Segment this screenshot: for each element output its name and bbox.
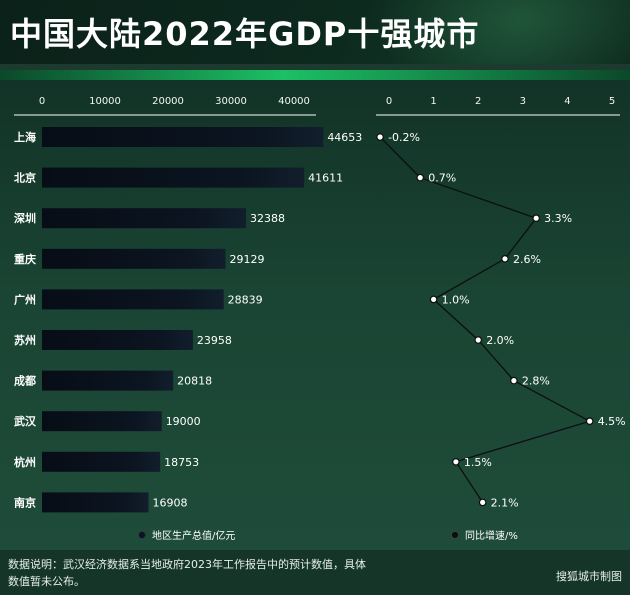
header-glow xyxy=(370,0,630,64)
gdp-value-6: 20818 xyxy=(177,375,212,388)
gdp-bar-6 xyxy=(42,370,174,391)
growth-point-0 xyxy=(376,133,384,141)
gdp-legend-icon xyxy=(138,531,146,539)
line-axis-tick-1: 1 xyxy=(430,96,436,107)
gdp-bar-4 xyxy=(42,289,224,310)
line-axis-tick-5: 5 xyxy=(609,96,615,107)
growth-label-6: 2.8% xyxy=(522,375,550,388)
growth-label-1: 0.7% xyxy=(428,172,456,185)
growth-point-7 xyxy=(585,417,594,426)
city-label-9: 南京 xyxy=(14,495,36,509)
bar-axis-tick-3: 30000 xyxy=(215,96,247,107)
growth-point-2 xyxy=(532,214,540,223)
gdp-value-3: 29129 xyxy=(230,253,265,266)
bar-axis-tick-1: 10000 xyxy=(89,96,121,107)
growth-legend-icon xyxy=(451,531,459,539)
gdp-value-8: 18753 xyxy=(164,456,199,469)
gdp-bar-2 xyxy=(42,208,247,229)
growth-label-8: 1.5% xyxy=(464,456,492,469)
growth-legend-label: 同比增速/% xyxy=(465,529,518,542)
growth-point-4 xyxy=(429,295,438,304)
chart-title: 中国大陆2022年GDP十强城市 xyxy=(10,15,480,53)
growth-point-5 xyxy=(474,336,483,344)
gdp-value-4: 28839 xyxy=(228,293,263,306)
city-label-0: 上海 xyxy=(14,130,36,144)
gdp-bar-8 xyxy=(42,451,161,472)
gdp-value-2: 32388 xyxy=(250,212,285,225)
growth-label-9: 2.1% xyxy=(491,496,519,509)
bar-axis-tick-4: 40000 xyxy=(278,96,310,107)
data-note: 数据说明：武汉经济数据系当地政府2023年工作报告中的预计数值，具体数值暂未公布… xyxy=(8,558,366,588)
header: 中国大陆2022年GDP十强城市 xyxy=(0,0,630,64)
gdp-bar-9 xyxy=(42,492,149,513)
gdp-bar-7 xyxy=(42,411,162,432)
bar-axis-tick-2: 20000 xyxy=(152,96,184,107)
growth-label-2: 3.3% xyxy=(544,212,572,225)
line-axis-tick-2: 2 xyxy=(475,96,481,107)
footer xyxy=(0,550,630,595)
growth-point-3 xyxy=(501,254,509,263)
growth-label-4: 1.0% xyxy=(442,293,470,306)
growth-label-7: 4.5% xyxy=(598,415,626,428)
gdp-legend-label: 地区生产总值/亿元 xyxy=(152,529,235,542)
gdp-bar-3 xyxy=(42,248,226,269)
gdp-bar-5 xyxy=(42,330,193,350)
growth-point-1 xyxy=(416,173,425,182)
city-label-4: 广州 xyxy=(14,292,36,306)
city-label-7: 武汉 xyxy=(14,414,37,428)
accent-band xyxy=(0,70,630,80)
growth-label-5: 2.0% xyxy=(486,334,514,347)
growth-point-8 xyxy=(452,457,460,466)
line-axis-tick-0: 0 xyxy=(386,96,392,107)
growth-label-0: -0.2% xyxy=(388,131,420,144)
city-label-5: 苏州 xyxy=(14,333,36,347)
gdp-value-7: 19000 xyxy=(166,415,201,428)
growth-point-9 xyxy=(478,498,487,507)
city-label-3: 重庆 xyxy=(14,252,36,266)
city-label-1: 北京 xyxy=(14,171,36,185)
city-label-6: 成都 xyxy=(14,374,36,388)
gdp-bar-1 xyxy=(42,167,305,188)
source-credit: 搜狐城市制图 xyxy=(556,570,622,583)
bar-axis-tick-0: 0 xyxy=(39,96,45,107)
line-axis-tick-3: 3 xyxy=(520,96,526,107)
city-label-2: 深圳 xyxy=(14,211,36,225)
growth-line xyxy=(379,136,592,503)
gdp-bar-0 xyxy=(42,127,324,147)
city-label-8: 杭州 xyxy=(14,455,36,469)
gdp-value-5: 23958 xyxy=(197,334,232,347)
gdp-value-1: 41611 xyxy=(308,172,343,185)
gdp-value-9: 16908 xyxy=(153,496,188,509)
gdp-value-0: 44653 xyxy=(327,131,362,144)
growth-label-3: 2.6% xyxy=(513,253,541,266)
growth-point-6 xyxy=(510,376,518,385)
line-axis-tick-4: 4 xyxy=(564,96,570,107)
